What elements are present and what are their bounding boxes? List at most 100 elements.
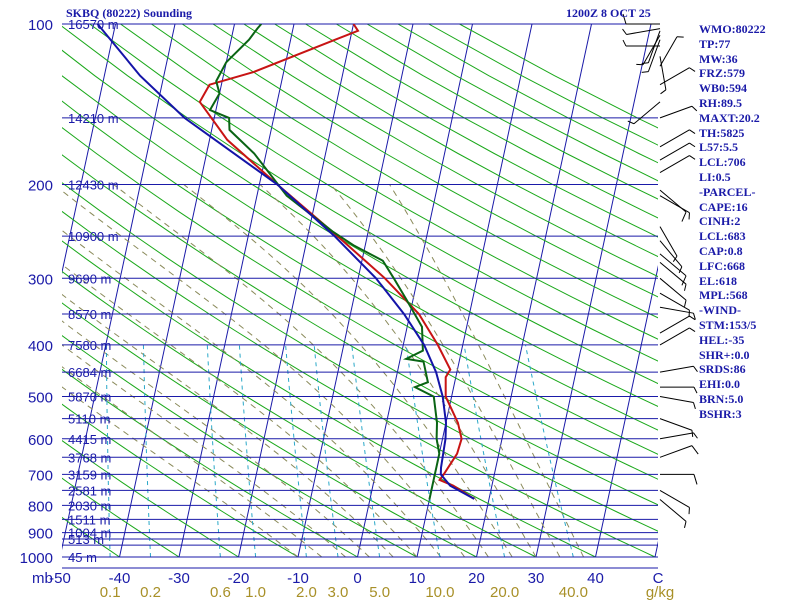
index-item: BSHR:3 — [699, 406, 742, 421]
index-item: TP:77 — [699, 36, 731, 51]
wind-barb-staff — [659, 36, 678, 67]
temperature-tick-label: 0 — [353, 570, 361, 587]
wind-barb — [659, 499, 687, 528]
wind-barb — [659, 315, 696, 334]
wind-barb-flag — [693, 402, 696, 410]
wind-barb-staff — [659, 306, 694, 314]
wind-barb-flag — [691, 445, 699, 455]
wind-barb-flag — [678, 266, 683, 274]
wind-barb — [659, 56, 667, 95]
wind-barb-flag — [689, 129, 696, 134]
wind-barb — [660, 473, 698, 485]
index-item: BRN:5.0 — [699, 391, 744, 406]
wind-barb-flag — [627, 120, 635, 125]
mixing-ratio-label: g/kg — [646, 584, 674, 600]
wind-barb-flag — [689, 67, 696, 72]
temperature-tick-label: -50 — [49, 570, 71, 587]
index-item: STM:153/5 — [699, 317, 757, 332]
index-item: -WIND- — [699, 303, 741, 318]
height-labels: 16570 m 14210 m 12430 m 10900 m 9690 m 8570 m… — [68, 17, 119, 565]
pressure-tick-label: 1000 — [20, 550, 53, 567]
pressure-tick-label: 900 — [28, 526, 53, 543]
wind-barb — [622, 13, 660, 25]
height-label: 7580 m — [68, 338, 111, 353]
height-label: 12430 m — [68, 177, 119, 192]
wind-barb — [659, 142, 696, 161]
pressure-tick-label: 200 — [28, 177, 53, 194]
index-item: SHR+:0.0 — [699, 347, 750, 362]
temperature-tick-label: C — [653, 570, 664, 587]
isotherm-line — [297, 24, 414, 558]
wind-barb-staff — [626, 28, 661, 35]
wind-barb-flag — [622, 13, 627, 25]
height-label: 2030 m — [68, 498, 111, 513]
wind-barb-staff — [659, 489, 690, 508]
wind-barb-flag — [684, 521, 687, 528]
mixing-ratio-label: 10.0 — [425, 584, 454, 600]
mixing-ratio-label: 0.6 — [210, 584, 231, 600]
wind-barb — [641, 30, 661, 65]
pressure-tick-label: 300 — [28, 271, 53, 288]
wind-barb-flag — [691, 105, 698, 112]
wind-barb — [659, 240, 683, 274]
moist-adiabat-line — [183, 184, 513, 558]
mixing-ratio-label: 1.0 — [245, 584, 266, 600]
index-item: MW:36 — [699, 51, 738, 66]
wind-barb — [659, 306, 696, 320]
height-label: 6684 m — [68, 365, 111, 380]
index-item: LFC:668 — [699, 258, 745, 273]
index-item: EL:618 — [699, 273, 738, 288]
index-item: EHI:0.0 — [699, 377, 741, 392]
mixing-ratio-label: 40.0 — [559, 584, 588, 600]
wind-barb — [659, 129, 696, 148]
sounding-indices-list: WMO:80222 TP:77 MW:36 FRZ:579 WB0:594 RH:89.5… — [699, 22, 766, 422]
isotherm-line — [595, 264, 658, 558]
wind-barb — [659, 195, 690, 220]
wind-barb-staff — [659, 432, 694, 440]
wind-barb — [636, 35, 661, 66]
pressure-tick-label: 400 — [28, 338, 53, 355]
height-label: 5870 m — [68, 390, 111, 405]
moist-adiabat-line — [389, 184, 585, 558]
isotherm-line — [178, 24, 295, 558]
wind-barb-flag — [689, 155, 696, 160]
parcel-profile — [96, 24, 475, 500]
isotherm-line — [535, 24, 652, 558]
isotherm-line — [62, 24, 176, 551]
pressure-tick-label: 700 — [28, 467, 53, 484]
wind-barb-staff — [659, 418, 693, 431]
mixing-ratio-label: 20.0 — [490, 584, 519, 600]
wind-barb-flag — [693, 365, 698, 372]
wind-barb-flag — [681, 211, 687, 222]
temperature-tick-label: -10 — [287, 570, 309, 587]
isotherm-line — [238, 24, 354, 558]
wind-barb — [627, 101, 661, 125]
mixing-ratio-label: 0.2 — [140, 584, 161, 600]
height-label: 1511 m — [68, 512, 110, 527]
wind-barb — [659, 105, 698, 119]
wind-barb-flag — [622, 28, 627, 35]
temperature-tick-label: 10 — [409, 570, 426, 587]
wind-barb-staff — [659, 67, 690, 86]
wind-barb — [659, 155, 696, 174]
wind-barb — [659, 277, 687, 307]
temperature-tick-label: 40 — [587, 570, 604, 587]
wind-barb-flag — [622, 39, 627, 47]
wind-barb — [659, 67, 696, 86]
index-item: WB0:594 — [699, 81, 747, 96]
mixing-ratio-label: 2.0 — [296, 584, 317, 600]
index-item: MAXT:20.2 — [699, 110, 760, 125]
wind-barb-staff — [659, 56, 667, 90]
wind-barb-flag — [660, 89, 667, 95]
wind-barb-flag — [689, 315, 696, 321]
wind-barb-staff — [647, 39, 661, 72]
wind-barb — [659, 445, 699, 458]
wind-barb-staff — [659, 365, 694, 373]
wind-barb-staff — [659, 195, 690, 214]
wind-barb-staff — [659, 240, 683, 268]
wind-barb — [641, 39, 661, 73]
wind-barb-staff — [659, 105, 693, 119]
index-item: LI:0.5 — [699, 169, 731, 184]
